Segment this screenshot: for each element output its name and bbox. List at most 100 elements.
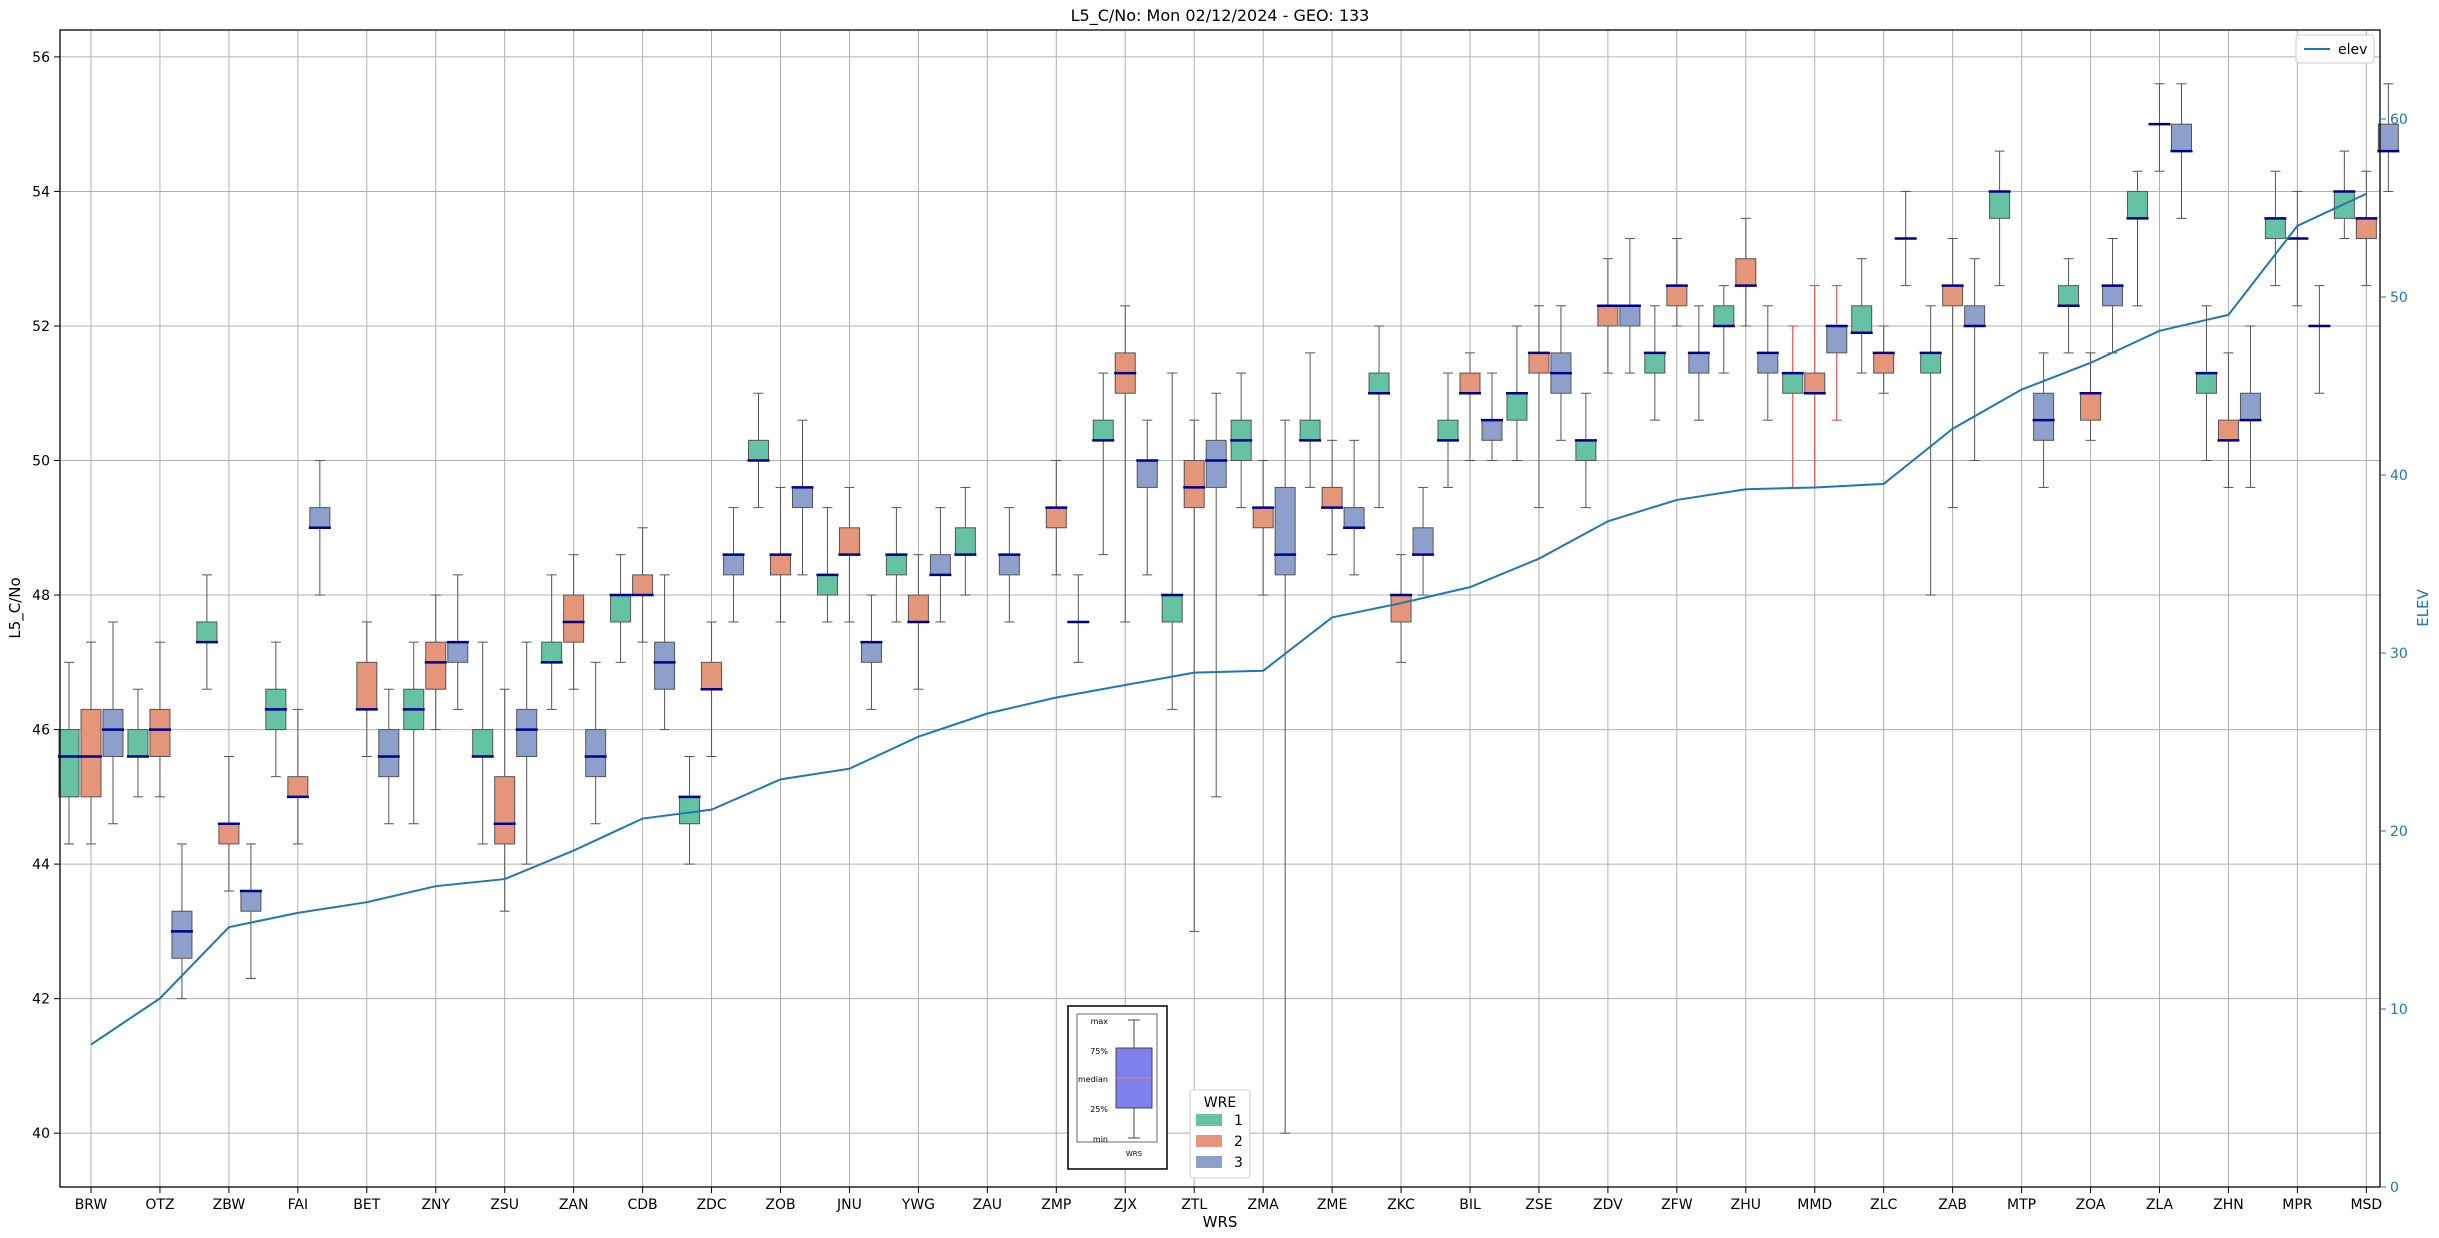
x-tick-label: ZNY <box>421 1197 450 1213</box>
x-tick-label: FAI <box>288 1197 308 1213</box>
box-wre-3 <box>447 641 469 663</box>
plot-frame <box>59 29 2381 1188</box>
box-wre-1 <box>1989 190 2011 219</box>
box-wre-1 <box>2127 190 2148 219</box>
x-tick-label: BRW <box>75 1197 108 1213</box>
box-wre-2 <box>1528 352 1550 374</box>
box-wre-3 <box>792 486 813 509</box>
chart-title: L5_C/No: Mon 02/12/2024 - GEO: 133 <box>1071 6 1370 26</box>
x-tick-label: ZOA <box>2076 1197 2106 1213</box>
box-wre-1 <box>679 796 701 825</box>
y-tick-label: 44 <box>32 857 50 873</box>
box-wre-1 <box>1575 439 1597 462</box>
x-tick-label: OTZ <box>145 1197 174 1213</box>
y-tick-label: 56 <box>32 50 50 66</box>
y-axis-label: L5_C/No <box>6 577 25 638</box>
box-wre-3 <box>1136 460 1158 488</box>
box-wre-2 <box>2080 392 2102 421</box>
box-wre-1 <box>1782 372 1804 394</box>
box-wre-1 <box>748 439 769 462</box>
box-wre-2 <box>494 776 516 845</box>
box-wre-2 <box>701 661 723 690</box>
box-wre-2 <box>1873 352 1895 374</box>
box-wre-1 <box>1092 419 1114 441</box>
box-wre-1 <box>885 554 907 576</box>
box-wre-3 <box>378 729 400 778</box>
y-tick-label: 48 <box>32 588 50 604</box>
box-wre-3 <box>1757 352 1779 374</box>
x-tick-label: ZKC <box>1387 1197 1415 1213</box>
box-wre-1 <box>2058 285 2080 307</box>
box-wre-1 <box>954 527 976 556</box>
x-tick-label: ZSE <box>1525 1197 1552 1213</box>
box-wre-3 <box>654 641 676 690</box>
box-wre-2 <box>770 554 791 576</box>
box-wre-2 <box>1459 372 1481 394</box>
elev-legend-box <box>2295 34 2375 64</box>
box-wre-2 <box>2355 217 2377 240</box>
box-wre-3 <box>2102 285 2124 307</box>
box-wre-1 <box>1437 419 1459 441</box>
elev-line <box>90 192 2367 1046</box>
box-wre-3 <box>1964 305 1986 327</box>
box-wre-2 <box>563 594 585 643</box>
box-wre-1 <box>1161 594 1183 623</box>
y-tick-label: 42 <box>32 992 50 1008</box>
elev-legend: elev <box>2295 34 2375 64</box>
boxplot-key-label-median: median <box>1078 1075 1108 1084</box>
x-tick-label: ZJX <box>1114 1197 1138 1213</box>
box-wre-3 <box>2033 392 2055 441</box>
box-layer <box>58 83 2400 1134</box>
box-wre-2 <box>2217 419 2239 441</box>
box-wre-2 <box>1597 305 1619 327</box>
box-wre-1 <box>196 621 218 643</box>
box-wre-2 <box>149 708 171 757</box>
box-wre-1 <box>610 594 632 623</box>
box-wre-1 <box>2195 372 2217 394</box>
x-tick-label: ZMP <box>1041 1197 1071 1213</box>
boxplot-key-label-min: min <box>1093 1135 1108 1144</box>
wre-legend-swatch-1 <box>1196 1114 1222 1126</box>
box-wre-3 <box>860 641 882 663</box>
box-wre-2 <box>218 823 240 845</box>
wre-legend-label-1: 1 <box>1234 1113 1243 1129</box>
x-tick-label: ZAU <box>973 1197 1002 1213</box>
box-wre-3 <box>516 708 538 757</box>
x-tick-label: ZDV <box>1593 1197 1623 1213</box>
box-wre-2 <box>632 574 654 596</box>
x-tick-label: ZHU <box>1731 1197 1761 1213</box>
y2-tick-label: 60 <box>2390 112 2408 128</box>
box-wre-3 <box>998 554 1020 576</box>
box-wre-1 <box>127 729 149 757</box>
box-wre-3 <box>1274 486 1296 576</box>
wre-legend-label-2: 2 <box>1234 1134 1243 1150</box>
wre-legend-swatch-2 <box>1196 1135 1222 1147</box>
x-tick-label: CDB <box>628 1197 658 1213</box>
box-wre-3 <box>2377 123 2399 152</box>
x-tick-label: ZAN <box>559 1197 589 1213</box>
y2-tick-label: 20 <box>2390 824 2408 840</box>
box-wre-1 <box>1368 372 1390 394</box>
x-tick-label: ZHN <box>2213 1197 2244 1213</box>
box-wre-2 <box>1183 460 1205 509</box>
x-axis-label: WRS <box>1203 1213 1238 1231</box>
boxplot-key-label-max: max <box>1091 1017 1109 1026</box>
box-wre-3 <box>1205 439 1227 488</box>
box-wre-2 <box>1321 486 1343 509</box>
boxplot-key-label-75: 75% <box>1090 1047 1108 1056</box>
box-wre-3 <box>309 507 331 529</box>
box-wre-2 <box>1804 372 1826 394</box>
x-tick-label: ZBW <box>213 1197 246 1213</box>
box-wre-1 <box>472 729 494 757</box>
box-wre-2 <box>1666 285 1688 307</box>
elev-legend-label: elev <box>2338 42 2367 58</box>
x-tick-label: JNU <box>836 1197 862 1213</box>
x-tick-label: BIL <box>1459 1197 1481 1213</box>
box-wre-2 <box>838 527 860 556</box>
x-tick-label: ZTL <box>1181 1197 1207 1213</box>
x-tick-label: ZSU <box>490 1197 519 1213</box>
grid-layer <box>60 30 2380 1187</box>
box-wre-3 <box>929 554 951 576</box>
y2-tick-label: 40 <box>2390 468 2408 484</box>
box-wre-3 <box>1343 507 1365 529</box>
